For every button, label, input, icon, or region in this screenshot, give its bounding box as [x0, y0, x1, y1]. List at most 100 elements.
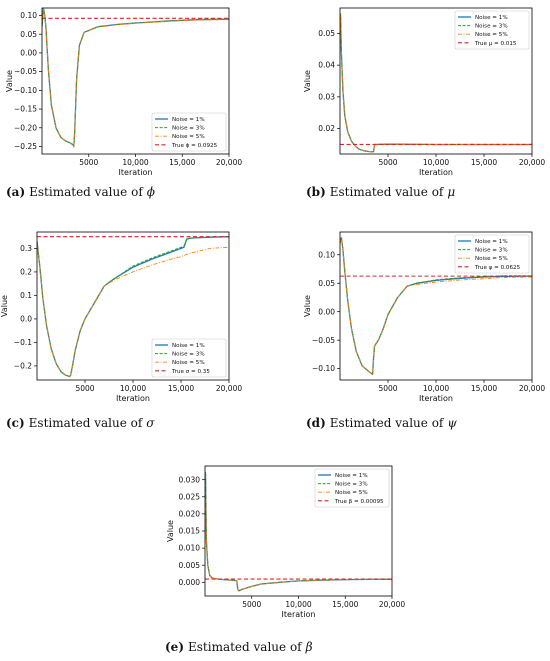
- x-tick-label: 10,000: [423, 158, 449, 167]
- y-tick-label: 0.010: [179, 544, 201, 553]
- legend-label: Noise = 1%: [335, 473, 368, 479]
- caption-symbol: ϕ: [147, 185, 155, 199]
- y-axis-label: Value: [5, 70, 14, 92]
- x-tick-label: 5000: [75, 384, 94, 393]
- x-tick-label: 15,000: [471, 158, 497, 167]
- y-tick-label: −0.05: [312, 336, 335, 345]
- x-tick-label: 5000: [79, 158, 98, 167]
- y-tick-label: 0.10: [20, 11, 37, 20]
- y-axis-label: Value: [0, 295, 9, 317]
- y-tick-label: 0.1: [20, 291, 32, 300]
- y-tick-label: −0.10: [312, 364, 335, 373]
- caption-symbol: μ: [447, 185, 455, 199]
- legend-label: True μ = 0.015: [474, 41, 517, 47]
- caption-symbol: σ: [146, 416, 155, 430]
- legend: Noise = 1% Noise = 3% Noise = 5% True μ = 0…: [454, 10, 530, 50]
- x-tick-label: 15,000: [471, 384, 497, 393]
- y-axis-label: Value: [166, 520, 175, 542]
- x-tick-label: 20,000: [216, 384, 242, 393]
- caption-text: Estimated value of: [29, 185, 144, 199]
- y-axis-label: Value: [303, 295, 312, 317]
- x-axis-label: Iteration: [282, 610, 316, 619]
- series-line: [205, 472, 392, 592]
- y-tick-label: −0.1: [14, 338, 32, 347]
- caption-text: Estimated value of: [330, 185, 445, 199]
- caption-tag: (b): [306, 185, 326, 199]
- panel-caption: (a) Estimated value of ϕ: [6, 185, 155, 199]
- y-tick-label: −0.05: [14, 67, 37, 76]
- y-tick-label: −0.20: [14, 123, 37, 132]
- caption-symbol: ψ: [447, 416, 457, 430]
- legend-label: Noise = 5%: [172, 134, 205, 140]
- chart-panel: 5000 10,000 15,000 20,000 0.02 0.03 0.04 0.05 It…: [303, 7, 545, 199]
- legend-label: Noise = 1%: [172, 117, 205, 123]
- chart-panel: 5000 10,000 15,000 20,000 0.000 0.005 0.010 0.0…: [165, 465, 405, 654]
- plot-frame: [339, 231, 533, 381]
- caption-symbol: β: [305, 640, 313, 654]
- y-tick-label: 0.015: [179, 527, 201, 536]
- y-tick-label: 0.00: [20, 49, 37, 58]
- x-tick-label: 15,000: [168, 384, 194, 393]
- chart-panel: 5000 10,000 15,000 20,000 −0.2 −0.1 0.0 0.1 0.2 0…: [0, 231, 242, 430]
- legend-label: Noise = 1%: [172, 343, 205, 349]
- x-tick-label: 20,000: [519, 384, 545, 393]
- legend: Noise = 1% Noise = 3% Noise = 5% True σ = 0…: [151, 338, 227, 378]
- legend-label: Noise = 1%: [475, 239, 508, 245]
- series-line: [340, 237, 532, 375]
- legend-label: True ϕ = 0.0925: [171, 143, 218, 149]
- x-tick-label: 5000: [378, 384, 397, 393]
- caption-tag: (a): [6, 185, 25, 199]
- y-tick-label: 0.00: [318, 307, 335, 316]
- y-axis-label: Value: [303, 70, 312, 92]
- caption-tag: (d): [306, 416, 326, 430]
- x-tick-label: 15,000: [332, 600, 358, 609]
- caption-tag: (c): [6, 416, 25, 430]
- legend-label: Noise = 1%: [475, 15, 508, 21]
- legend-label: Noise = 3%: [172, 126, 205, 132]
- y-tick-label: 0.05: [318, 29, 335, 38]
- legend-label: Noise = 5%: [172, 360, 205, 366]
- x-tick-label: 20,000: [216, 158, 242, 167]
- y-tick-label: −0.10: [14, 86, 37, 95]
- x-axis-label: Iteration: [116, 394, 150, 403]
- legend-label: Noise = 3%: [335, 482, 368, 488]
- legend: Noise = 1% Noise = 3% Noise = 5% True β = 0…: [314, 468, 390, 508]
- y-tick-label: 0.05: [20, 30, 37, 39]
- legend-label: Noise = 3%: [475, 248, 508, 254]
- plot-frame: [36, 231, 230, 381]
- x-axis-label: Iteration: [119, 168, 153, 177]
- x-tick-label: 5000: [242, 600, 261, 609]
- y-tick-label: 0.0: [20, 315, 32, 324]
- x-axis-label: Iteration: [419, 394, 453, 403]
- x-tick-label: 20,000: [379, 600, 405, 609]
- x-tick-label: 20,000: [519, 158, 545, 167]
- y-tick-label: 0.025: [179, 492, 201, 501]
- x-tick-label: 15,000: [169, 158, 195, 167]
- y-tick-label: 0.05: [318, 279, 335, 288]
- legend-label: Noise = 3%: [475, 24, 508, 30]
- chart-panel: 5000 10,000 15,000 20,000 −0.10 −0.05 0.00 0.05…: [303, 231, 545, 430]
- x-tick-label: 10,000: [285, 600, 311, 609]
- legend-label: Noise = 5%: [475, 256, 508, 262]
- panel-caption: (c) Estimated value of σ: [6, 416, 155, 430]
- y-tick-label: 0.02: [318, 124, 335, 133]
- plot-frame: [41, 7, 230, 155]
- x-tick-label: 5000: [378, 158, 397, 167]
- y-tick-label: −0.25: [14, 142, 37, 151]
- x-tick-label: 10,000: [120, 384, 146, 393]
- caption-tag: (e): [165, 640, 184, 654]
- y-tick-label: 0.030: [179, 475, 201, 484]
- panel-caption: (e) Estimated value of β: [165, 640, 313, 654]
- series-line: [42, 8, 229, 148]
- panel-caption: (d) Estimated value of ψ: [306, 416, 457, 430]
- legend: Noise = 1% Noise = 3% Noise = 5% True ψ = 0…: [454, 234, 530, 274]
- legend-label: Noise = 3%: [172, 352, 205, 358]
- x-tick-label: 10,000: [423, 384, 449, 393]
- y-tick-label: 0.10: [318, 250, 335, 259]
- y-tick-label: 0.03: [318, 92, 335, 101]
- y-tick-label: 0.000: [179, 578, 201, 587]
- y-tick-label: 0.020: [179, 509, 201, 518]
- x-axis-label: Iteration: [419, 168, 453, 177]
- caption-text: Estimated value of: [330, 416, 445, 430]
